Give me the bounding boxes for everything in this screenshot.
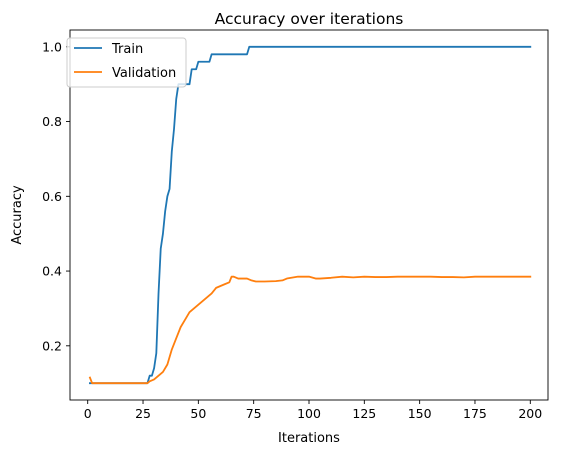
x-tick-label: 100 bbox=[297, 406, 321, 421]
y-tick-label: 0.6 bbox=[42, 189, 62, 204]
x-tick-label: 0 bbox=[84, 406, 92, 421]
x-tick-label: 150 bbox=[408, 406, 432, 421]
y-axis-ticks: 0.2 0.4 0.6 0.8 1.0 bbox=[42, 39, 70, 353]
legend-box bbox=[66, 37, 187, 88]
y-axis-label: Accuracy bbox=[10, 185, 25, 245]
series-layer bbox=[88, 45, 532, 385]
x-tick-label: 75 bbox=[246, 406, 262, 421]
legend: Train Validation bbox=[66, 37, 187, 88]
series-line-validation bbox=[88, 275, 532, 385]
legend-label-validation: Validation bbox=[112, 66, 176, 81]
plot-frame bbox=[69, 29, 549, 401]
y-tick-label: 0.4 bbox=[42, 264, 62, 279]
y-tick-label: 0.8 bbox=[42, 114, 62, 129]
chart-title: Accuracy over iterations bbox=[215, 10, 404, 28]
legend-label-train: Train bbox=[111, 42, 143, 57]
x-axis-label: Iterations bbox=[278, 431, 340, 446]
x-tick-label: 50 bbox=[190, 406, 206, 421]
x-tick-label: 175 bbox=[463, 406, 487, 421]
x-tick-label: 125 bbox=[352, 406, 376, 421]
y-tick-label: 0.2 bbox=[42, 338, 62, 353]
x-tick-label: 200 bbox=[518, 406, 542, 421]
y-tick-label: 1.0 bbox=[42, 39, 62, 54]
series-line-train bbox=[89, 45, 532, 385]
x-axis-ticks: 0 25 50 75 100 125 150 175 200 bbox=[84, 400, 542, 421]
x-tick-label: 25 bbox=[135, 406, 151, 421]
